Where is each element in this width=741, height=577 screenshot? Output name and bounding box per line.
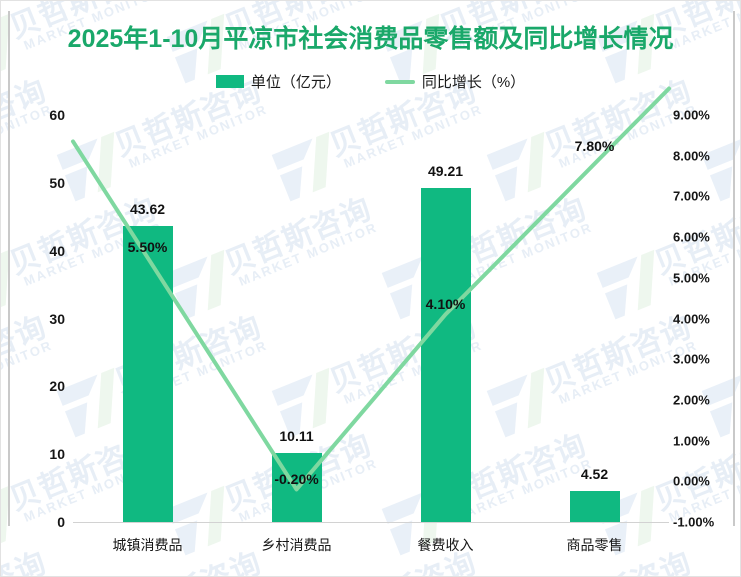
left-y-axis: 60 50 40 30 20 10 0 xyxy=(1,1,65,576)
right-y-axis: 9.00% 8.00% 7.00% 6.00% 5.00% 4.00% 3.00% 2.00%… xyxy=(673,1,740,576)
left-y-axis-tick-label: 50 xyxy=(49,174,65,191)
right-y-axis-tick-label: 4.00% xyxy=(673,311,710,326)
x-axis-tick-label: 乡村消费品 xyxy=(261,537,332,553)
left-y-axis-tick-label: 10 xyxy=(49,446,65,463)
bar-value-label: 49.21 xyxy=(427,163,464,180)
legend-item-label: 单位（亿元） xyxy=(250,74,341,91)
right-y-axis-tick-label: 2.00% xyxy=(673,392,710,408)
legend-item-line[interactable]: 同比增长（%） xyxy=(384,71,526,92)
right-y-axis-tick-label: 0.00% xyxy=(673,473,710,489)
bar[interactable] xyxy=(420,188,471,522)
line-point-value-label: 7.80% xyxy=(574,137,615,154)
left-y-axis-tick-label: 40 xyxy=(49,242,65,259)
line-point-value-label: 5.50% xyxy=(127,239,168,256)
right-y-axis-tick-label: 7.00% xyxy=(673,188,710,204)
line-point-value-label: 4.10% xyxy=(425,296,466,313)
bar-value-label: 43.62 xyxy=(129,201,166,218)
plot-area: 43.62 10.11 49.21 4.52 5.50% -0.20% 4.10% 7.80% xyxy=(71,86,671,522)
chart-legend: 单位（亿元） 同比增长（%） xyxy=(1,71,740,92)
right-y-axis-tick-label: 6.00% xyxy=(673,229,710,245)
right-y-axis-tick-label: 3.00% xyxy=(673,351,710,367)
bar[interactable] xyxy=(122,226,173,522)
legend-line-swatch-icon xyxy=(384,79,415,84)
right-y-axis-tick-label: 1.00% xyxy=(673,433,710,449)
right-y-axis-tick-label: 9.00% xyxy=(673,107,710,123)
bar-value-label: 4.52 xyxy=(580,466,609,483)
legend-item-bar[interactable]: 单位（亿元） xyxy=(215,71,341,92)
growth-line-series xyxy=(71,86,671,492)
left-y-axis-tick-label: 20 xyxy=(49,378,65,395)
watermark-text-en: MARKET MONITOR xyxy=(127,573,270,576)
legend-item-label: 同比增长（%） xyxy=(421,74,526,91)
left-y-axis-tick-label: 60 xyxy=(49,107,65,123)
x-axis-line xyxy=(73,522,669,523)
right-y-axis-tick-label: 8.00% xyxy=(673,148,710,164)
right-y-axis-tick-label: 5.00% xyxy=(673,270,710,286)
x-axis-tick-label: 餐费收入 xyxy=(417,537,474,553)
watermark-text-en: MARKET MONITOR xyxy=(342,573,485,576)
line-point-value-label: -0.20% xyxy=(274,471,319,488)
x-axis-tick-label: 城镇消费品 xyxy=(112,537,183,553)
right-y-axis-tick-label: -1.00% xyxy=(673,514,715,530)
left-y-axis-tick-label: 30 xyxy=(49,310,65,327)
growth-line-path xyxy=(71,86,671,492)
legend-square-swatch-icon xyxy=(215,75,244,88)
chart-title: 2025年1-10月平凉市社会消费品零售额及同比增长情况 xyxy=(67,25,674,53)
bar-value-label: 10.11 xyxy=(279,428,314,445)
left-y-axis-tick-label: 0 xyxy=(57,514,65,530)
right-axis-spine xyxy=(733,11,735,526)
x-axis-tick-label: 商品零售 xyxy=(566,537,623,553)
